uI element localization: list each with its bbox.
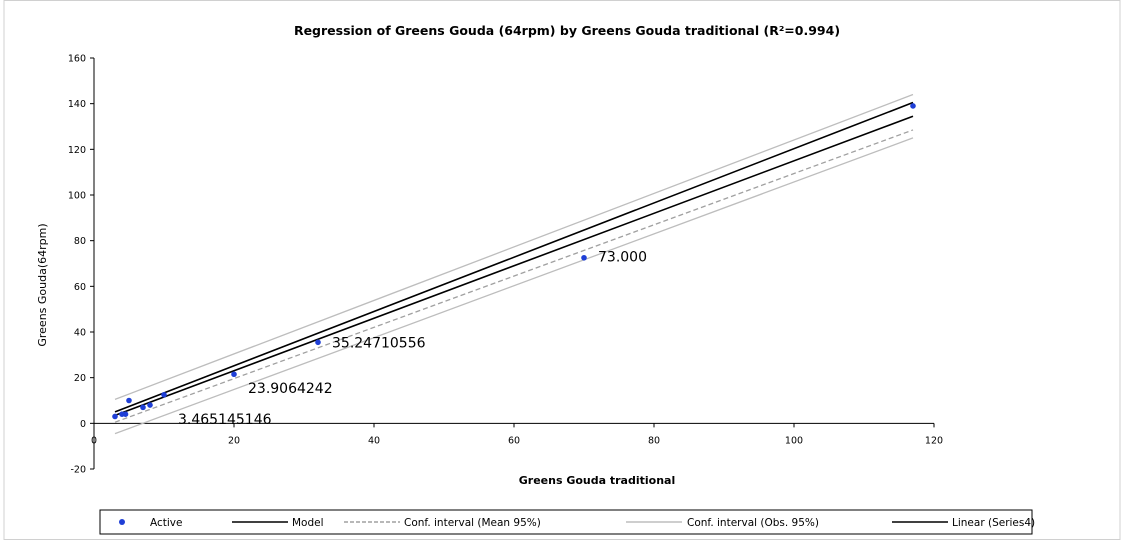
y-tick-label: 20 — [74, 373, 86, 384]
legend-label: Conf. interval (Mean 95%) — [404, 517, 541, 529]
y-tick-label: 140 — [68, 99, 86, 110]
x-tick-label: 0 — [91, 435, 97, 446]
data-label: 73.000 — [598, 250, 647, 266]
x-tick-label: 20 — [228, 435, 240, 446]
axes: -20 0 20 40 60 80 100 120 140 160 0 20 40 60 80 100 120 — [68, 54, 943, 476]
plot-points — [112, 103, 916, 420]
data-point — [147, 402, 153, 408]
x-tick-label: 80 — [648, 435, 660, 446]
legend-label: Model — [292, 517, 324, 529]
y-tick-label: 0 — [80, 419, 86, 430]
series-line-conf-interval-obs-95- — [114, 93, 914, 400]
y-tick-label: 80 — [74, 236, 86, 247]
y-tick-label: -20 — [70, 465, 86, 476]
series-line-model — [114, 115, 914, 417]
data-point — [140, 404, 146, 411]
data-point — [315, 339, 321, 346]
data-point — [231, 371, 237, 378]
x-tick-label: 40 — [368, 435, 380, 446]
chart-border — [3, 0, 1121, 540]
legend-label: Linear (Series4) — [952, 517, 1035, 529]
series-line-conf-interval-obs-95- — [114, 137, 914, 435]
y-tick-label: 160 — [68, 54, 86, 65]
x-tick-label: 60 — [508, 435, 520, 446]
x-axis-label: Greens Gouda traditional — [519, 474, 676, 487]
legend-label: Active — [150, 517, 182, 529]
x-tick-label: 100 — [785, 435, 803, 446]
data-point — [161, 391, 167, 398]
y-tick-label: 40 — [74, 328, 86, 339]
x-tick-label: 120 — [925, 435, 943, 446]
data-point — [581, 254, 587, 261]
chart-title: Regression of Greens Gouda (64rpm) by Gr… — [294, 23, 840, 38]
data-label: 35.24710556 — [332, 335, 426, 351]
data-label: 23.9064242 — [248, 381, 333, 397]
legend-label: Conf. interval (Obs. 95%) — [687, 517, 819, 529]
data-point — [122, 411, 129, 418]
data-point — [910, 103, 916, 109]
y-tick-label: 120 — [68, 145, 86, 156]
y-axis-label: Greens Gouda(64rpm) — [36, 223, 49, 346]
data-point — [126, 397, 132, 404]
data-point — [112, 413, 118, 420]
y-tick-label: 60 — [74, 282, 86, 293]
y-tick-label: 100 — [68, 191, 86, 202]
data-label: 3.465145146 — [178, 412, 272, 428]
series-line-linear-series4- — [114, 101, 914, 413]
annotations: 73.000 35.24710556 23.9064242 3.465145146 — [178, 250, 647, 428]
legend-marker — [119, 519, 125, 525]
plot-lines — [114, 93, 914, 435]
legend: Active Model Conf. interval (Mean 95%) Conf… — [119, 517, 1035, 529]
series-line-conf-interval-mean-95- — [114, 129, 914, 423]
